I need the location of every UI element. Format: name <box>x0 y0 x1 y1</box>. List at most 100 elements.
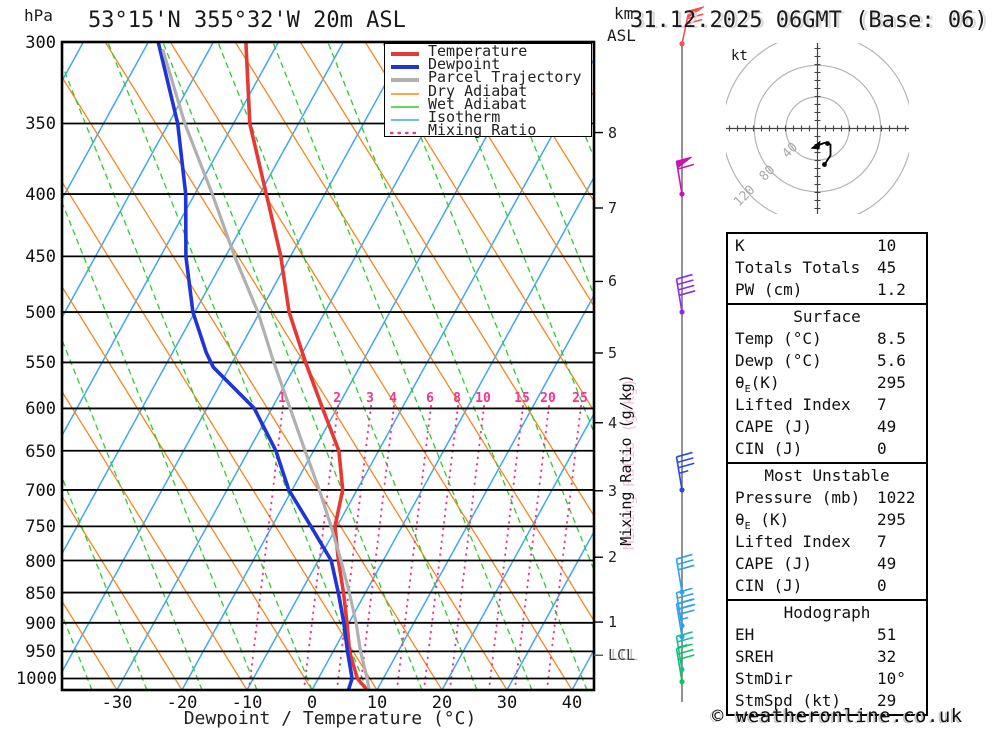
hodograph-ring-label: 80 <box>757 163 779 185</box>
km-tick-label: 5 <box>608 343 618 362</box>
mixing-ratio-axis-title: Mixing Ratio (g/kg) <box>617 374 635 546</box>
wind-barb <box>675 156 695 197</box>
pressure-tick-label: 850 <box>25 583 56 604</box>
legend-swatch-parcel-trajectory <box>390 71 420 84</box>
mixing-ratio-value-label: 15 <box>514 391 530 406</box>
hodograph-trace-dot <box>825 141 830 146</box>
legend-item: Mixing Ratio <box>389 123 591 138</box>
stat-label: StmDir <box>735 669 793 688</box>
stat-value: 10° <box>877 669 906 688</box>
legend: Temperature Dewpoint Parcel Trajectory Dry … <box>384 42 592 138</box>
legend-swatch-isotherm <box>390 111 420 124</box>
stat-value: 5.6 <box>877 351 906 370</box>
table-row: StmDir 10° <box>728 668 926 690</box>
pressure-tick-label: 300 <box>25 33 56 53</box>
stat-value: 29 <box>877 691 897 710</box>
copyright: © weatheronline.co.uk <box>712 705 963 727</box>
table-section-hodograph: Hodograph EH 51 SREH 32 StmDir 10° StmSpd (kt) 2… <box>726 599 928 716</box>
sounding-indices-table: K 10 Totals Totals 45 PW (cm) 1.2 Surface Temp … <box>726 232 928 716</box>
x-axis-title: Dewpoint / Temperature (°C) <box>183 708 477 729</box>
temp-tick-label: 10 <box>366 693 388 713</box>
legend-swatch-wet-adiabat <box>390 98 420 111</box>
stat-label: CAPE (J) <box>735 417 813 436</box>
pressure-tick-label: 800 <box>25 551 56 572</box>
table-section: K 10 Totals Totals 45 PW (cm) 1.2 <box>726 232 928 305</box>
parcel-trajectory-curve <box>161 49 371 690</box>
mixing-ratio-value-label: 25 <box>572 391 588 406</box>
stat-value: 1.2 <box>877 280 906 299</box>
plot-border <box>60 40 596 692</box>
legend-label: Parcel Trajectory <box>428 68 582 87</box>
stat-value: 8.5 <box>877 329 906 348</box>
temp-tick-label: 20 <box>431 693 453 713</box>
table-row: StmSpd (kt) 29 <box>728 690 926 712</box>
mixing-ratio-value-label: 2 <box>333 391 341 406</box>
stat-value: 10 <box>877 236 897 255</box>
stat-value: 295 <box>877 510 906 529</box>
km-tick-label: 6 <box>608 272 618 291</box>
isotherm-lines <box>62 42 594 690</box>
table-section-surface: Surface Temp (°C) 8.5 Dewp (°C) 5.6 θE(K) 295 L… <box>726 303 928 464</box>
pressure-tick-label: 350 <box>25 114 56 135</box>
mixing-ratio-lines <box>247 405 582 690</box>
mixing-ratio-value-label: 3 <box>366 391 374 406</box>
table-row: CIN (J) 0 <box>728 575 926 597</box>
mixing-ratio-value-label: 10 <box>475 391 491 406</box>
temp-tick-label: 30 <box>496 693 518 713</box>
dry-adiabat-lines <box>62 42 594 690</box>
stat-value: 51 <box>877 625 897 644</box>
dewpoint-curve <box>156 42 354 690</box>
table-row: CAPE (J) 49 <box>728 553 926 575</box>
legend-swatch-dry-adiabat <box>390 85 420 98</box>
table-row: EH 51 <box>728 624 926 646</box>
altitude-axis-unit-km: km <box>614 4 634 23</box>
table-row: θE(K) 295 <box>728 372 926 396</box>
stat-label: EH <box>735 625 755 644</box>
stat-label: Lifted Index <box>735 532 851 551</box>
table-row: CAPE (J) 49 <box>728 416 926 438</box>
legend-label: Isotherm <box>428 108 501 127</box>
legend-label: Dry Adiabat <box>428 81 528 100</box>
plot-grid <box>62 42 594 690</box>
km-tick-label: 1 <box>608 613 618 632</box>
table-section-header: Most Unstable <box>764 466 890 485</box>
legend-item: Parcel Trajectory <box>390 68 591 87</box>
wind-barb <box>675 273 696 315</box>
mixing-ratio-value-label: 6 <box>426 391 434 406</box>
stat-label: CIN (J) <box>735 439 803 458</box>
stat-label: Dewp (°C) <box>735 351 822 370</box>
legend-item: Wet Adiabat <box>390 96 591 111</box>
stat-label: CIN (J) <box>735 576 803 595</box>
pressure-tick-label: 950 <box>25 642 56 663</box>
temp-tick-label: 0 <box>306 693 318 713</box>
km-tick-label: 8 <box>608 123 618 142</box>
table-row: CIN (J) 0 <box>728 438 926 460</box>
mixing-ratio-value-label: 20 <box>540 391 556 406</box>
mixing-ratio-value-label: 4 <box>389 391 397 406</box>
stat-value: 0 <box>877 576 887 595</box>
stat-value: 49 <box>877 417 897 436</box>
hodograph-ring-label: 40 <box>779 140 801 162</box>
km-tick-label: 4 <box>608 413 618 432</box>
km-tick-label: 2 <box>608 548 618 567</box>
pressure-tick-label: 550 <box>25 353 56 374</box>
stat-label: StmSpd (kt) <box>735 691 841 710</box>
km-tick-label: 7 <box>608 198 618 217</box>
table-section-header: Surface <box>793 307 861 326</box>
temp-tick-label: 40 <box>561 693 583 713</box>
pressure-tick-label: 450 <box>25 247 56 268</box>
lcl-label: LCL <box>608 646 636 665</box>
temperature-curve <box>244 42 370 690</box>
legend-item: Dry Adiabat <box>390 81 591 100</box>
legend-label: Temperature <box>428 42 528 61</box>
km-tick-label: 3 <box>608 481 618 500</box>
hodograph-unit-label: kt <box>731 48 748 64</box>
legend-swatch-mixing-ratio <box>389 124 421 137</box>
stat-label: CAPE (J) <box>735 554 813 573</box>
pressure-tick-label: 900 <box>25 613 56 634</box>
stat-label: θE(K) <box>735 373 780 396</box>
stat-value: 0 <box>877 439 887 458</box>
pressure-tick-label: 400 <box>25 185 56 206</box>
